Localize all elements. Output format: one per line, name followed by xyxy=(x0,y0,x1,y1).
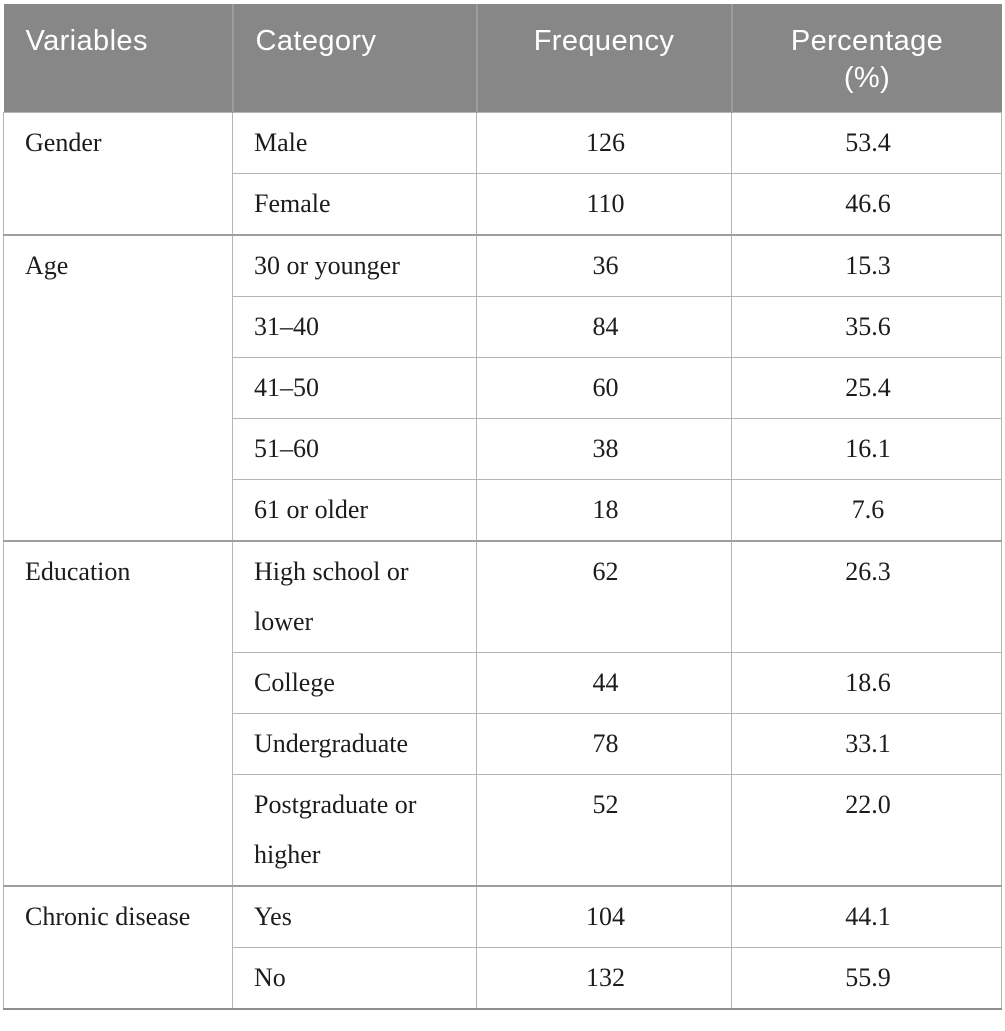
table-body: Gender Male 126 53.4 Female 110 46.6 Age 30 or y… xyxy=(3,112,1002,1010)
percentage-cell: 26.3 xyxy=(731,540,1002,653)
percentage-cell: 22.0 xyxy=(731,774,1002,887)
percentage-cell: 53.4 xyxy=(731,112,1002,174)
header-label: Category xyxy=(255,25,377,57)
header-row: Variables Category Frequency Percentage … xyxy=(3,4,1002,113)
demographics-table: Variables Category Frequency Percentage … xyxy=(3,4,1002,1010)
table-row: College 44 18.6 xyxy=(4,652,1002,714)
variable-cell: Education xyxy=(3,540,233,887)
percentage-cell: 7.6 xyxy=(731,479,1002,542)
percentage-cell: 35.6 xyxy=(731,296,1002,358)
category-cell: College xyxy=(232,652,477,714)
table-row: 51–60 38 16.1 xyxy=(4,418,1002,480)
category-cell: 61 or older xyxy=(232,479,477,542)
category-cell: 51–60 xyxy=(232,418,477,480)
category-cell: Undergraduate xyxy=(232,713,477,775)
percentage-cell: 46.6 xyxy=(731,173,1002,236)
header-label-unit: (%) xyxy=(843,62,891,94)
category-cell: Yes xyxy=(232,885,477,948)
table-row: Chronic disease Yes 104 44.1 xyxy=(3,885,1002,1010)
frequency-cell: 60 xyxy=(476,357,732,419)
frequency-cell: 38 xyxy=(476,418,732,480)
table-row: Female 110 46.6 xyxy=(4,173,1002,236)
frequency-cell: 62 xyxy=(476,540,732,653)
table-row: 31–40 84 35.6 xyxy=(4,296,1002,358)
category-cell: No xyxy=(232,947,477,1010)
variable-cell: Gender xyxy=(3,112,233,236)
percentage-cell: 15.3 xyxy=(731,234,1002,297)
table-row: Gender Male 126 53.4 xyxy=(3,112,1002,236)
table-row: Undergraduate 78 33.1 xyxy=(4,713,1002,775)
percentage-cell: 25.4 xyxy=(731,357,1002,419)
header-frequency: Frequency xyxy=(476,4,733,113)
variable-cell: Age xyxy=(3,234,233,542)
category-cell: 41–50 xyxy=(232,357,477,419)
frequency-cell: 84 xyxy=(476,296,732,358)
header-variables: Variables xyxy=(3,4,234,113)
table-row: Education High school or lower 62 26.3 xyxy=(3,540,1002,887)
category-cell: Female xyxy=(232,173,477,236)
category-cell: Male xyxy=(232,112,477,174)
header-label: Frequency xyxy=(533,25,675,57)
table-header: Variables Category Frequency Percentage … xyxy=(3,4,1002,113)
table-row: Age 30 or younger 36 15.3 xyxy=(3,234,1002,542)
frequency-cell: 44 xyxy=(476,652,732,714)
header-label: Variables xyxy=(25,25,148,57)
percentage-cell: 18.6 xyxy=(731,652,1002,714)
header-label: Percentage xyxy=(790,25,944,57)
frequency-cell: 104 xyxy=(476,885,732,948)
header-percentage: Percentage (%) xyxy=(731,4,1002,113)
frequency-cell: 18 xyxy=(476,479,732,542)
frequency-cell: 52 xyxy=(476,774,732,887)
category-cell: 30 or younger xyxy=(232,234,477,297)
frequency-cell: 36 xyxy=(476,234,732,297)
table-row: 41–50 60 25.4 xyxy=(4,357,1002,419)
category-cell: 31–40 xyxy=(232,296,477,358)
category-cell: Postgraduate or higher xyxy=(232,774,477,887)
frequency-cell: 132 xyxy=(476,947,732,1010)
percentage-cell: 16.1 xyxy=(731,418,1002,480)
percentage-cell: 44.1 xyxy=(731,885,1002,948)
category-cell: High school or lower xyxy=(232,540,477,653)
frequency-cell: 78 xyxy=(476,713,732,775)
table-row: No 132 55.9 xyxy=(4,947,1002,1010)
variable-cell: Chronic disease xyxy=(3,885,233,1010)
table-row: Postgraduate or higher 52 22.0 xyxy=(4,774,1002,887)
percentage-cell: 33.1 xyxy=(731,713,1002,775)
header-category: Category xyxy=(232,4,478,113)
frequency-cell: 126 xyxy=(476,112,732,174)
frequency-cell: 110 xyxy=(476,173,732,236)
percentage-cell: 55.9 xyxy=(731,947,1002,1010)
